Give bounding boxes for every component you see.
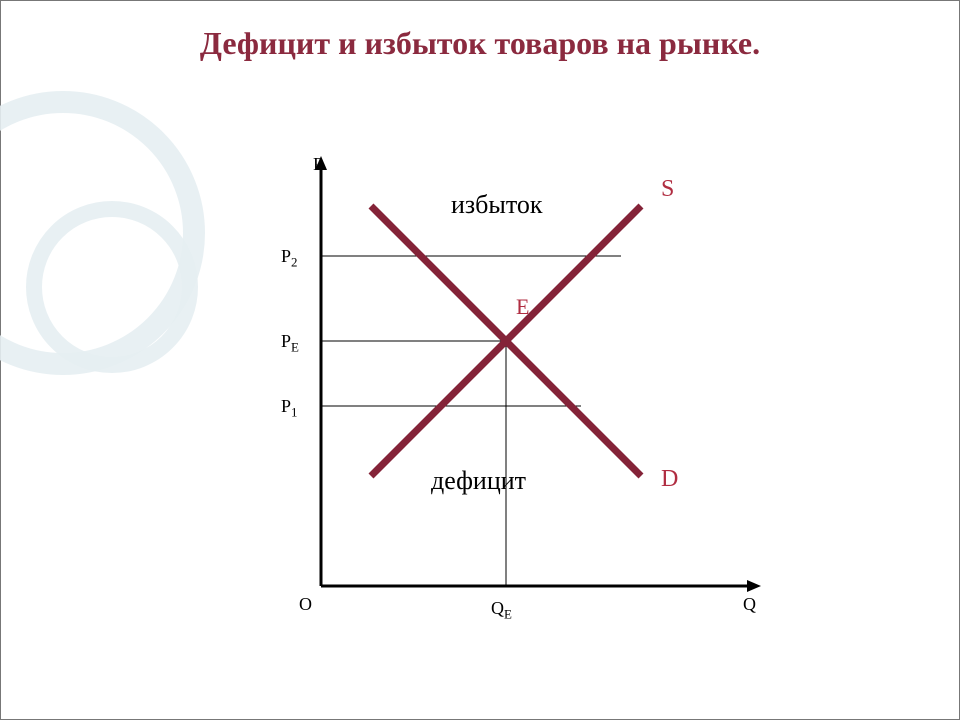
- x-axis-arrow: [747, 580, 761, 592]
- axis-label-pe-sub: E: [291, 340, 299, 355]
- axis-label-qe-sub: E: [504, 607, 512, 622]
- slide: Дефицит и избыток товаров на рынке. P O …: [0, 0, 960, 720]
- surplus-label: избыток: [451, 190, 543, 220]
- deficit-label: дефицит: [431, 466, 526, 496]
- axis-label-pe: PE: [281, 331, 299, 356]
- axis-label-p2: P2: [281, 246, 298, 271]
- axis-label-o: O: [299, 594, 312, 615]
- equilibrium-label: E: [516, 294, 529, 320]
- axis-label-qe-base: Q: [491, 598, 504, 618]
- watermark-ring-1: [0, 91, 205, 375]
- curve-label-d: D: [661, 466, 678, 493]
- axis-label-p1-sub: 1: [291, 405, 297, 420]
- axis-label-p1-base: P: [281, 396, 291, 416]
- axis-label-p1: P1: [281, 396, 298, 421]
- axis-label-p2-base: P: [281, 246, 291, 266]
- supply-demand-chart: P O Q QE P2 PE P1 S D E избыток дефицит: [291, 156, 761, 626]
- axis-label-q: Q: [743, 594, 756, 615]
- axis-label-qe: QE: [491, 598, 512, 623]
- axis-label-p2-sub: 2: [291, 255, 297, 270]
- axis-label-pe-base: P: [281, 331, 291, 351]
- axis-label-p: P: [313, 154, 323, 175]
- curve-label-s: S: [661, 176, 674, 203]
- chart-svg: [291, 156, 761, 626]
- slide-title: Дефицит и избыток товаров на рынке.: [1, 23, 959, 63]
- watermark-ring-2: [26, 201, 198, 373]
